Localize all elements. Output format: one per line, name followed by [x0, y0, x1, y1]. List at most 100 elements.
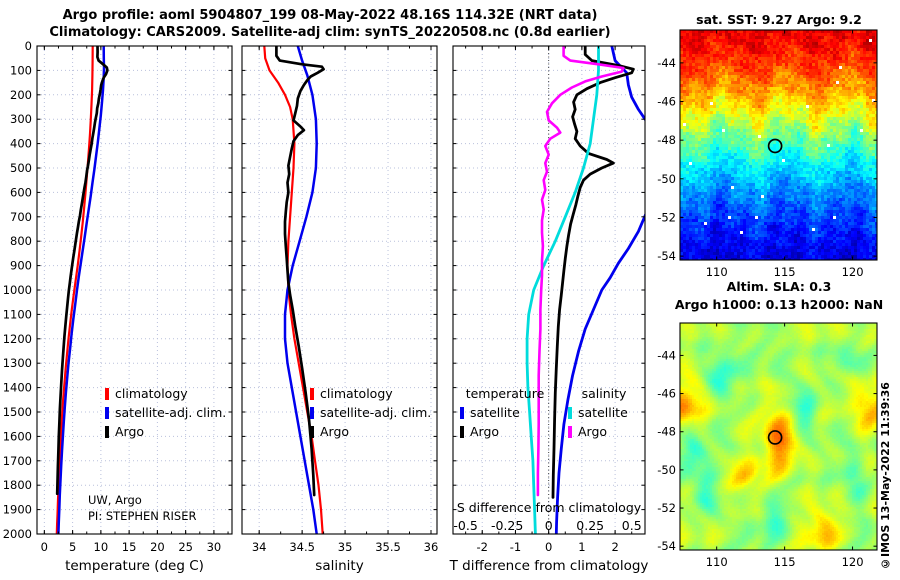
difference-series-satellite-T — [554, 46, 645, 534]
temperature-series-satellite-adj-clim — [57, 46, 106, 534]
difference-tick-labels: -2 -1 0 1 2 — [476, 540, 618, 554]
svg-text:satellite: satellite — [578, 405, 628, 420]
sla-map-axes: 110 115 120 -44 -46 -48 -50 -52 -54 — [657, 322, 878, 569]
difference-ticks — [453, 45, 645, 535]
svg-text:satellite-adj. clim.: satellite-adj. clim. — [320, 405, 431, 420]
svg-text:temperature: temperature — [466, 386, 545, 401]
svg-text:-44: -44 — [657, 348, 676, 362]
svg-text:-50: -50 — [657, 172, 676, 186]
svg-text:Argo: Argo — [320, 424, 349, 439]
temperature-tick-labels: 0 5 10 15 20 25 300100200300400500600700800900… — [3, 39, 222, 554]
svg-text:115: 115 — [774, 265, 796, 279]
svg-text:1300: 1300 — [3, 356, 32, 370]
svg-text:300: 300 — [10, 112, 32, 126]
svg-text:Argo: Argo — [470, 424, 499, 439]
temperature-axis-label: temperature (deg C) — [65, 558, 204, 574]
svg-text:-50: -50 — [657, 463, 676, 477]
difference-series-argo-T — [551, 46, 635, 499]
panel-annotation: UW, Argo — [88, 493, 142, 507]
svg-text:120: 120 — [842, 265, 864, 279]
svg-text:1600: 1600 — [3, 429, 32, 443]
temperature-panel: 0 5 10 15 20 25 300100200300400500600700800900… — [3, 39, 233, 574]
salinity-ticks — [242, 45, 437, 535]
salinity-grid — [242, 45, 437, 535]
svg-text:1800: 1800 — [3, 478, 32, 492]
svg-text:-44: -44 — [657, 56, 676, 70]
s-axis-tick: 0 — [545, 518, 553, 533]
salinity-series-argo — [275, 46, 325, 497]
s-axis-tick: -0.5 — [453, 518, 477, 533]
svg-text:-52: -52 — [657, 210, 676, 224]
svg-text:5: 5 — [69, 540, 76, 554]
svg-text:30: 30 — [207, 540, 222, 554]
panel-annotation: PI: STEPHEN RISER — [88, 509, 197, 523]
sst_map-float-marker — [767, 138, 783, 154]
svg-text:15: 15 — [122, 540, 137, 554]
temperature-grid — [37, 45, 232, 535]
difference-axis-label: T difference from climatology — [449, 558, 649, 574]
difference-legend-salinity: salinity satellite Argo — [568, 386, 628, 439]
temperature-frame — [36, 45, 233, 535]
temperature-ticks — [37, 45, 232, 535]
sst-map-image — [680, 30, 877, 260]
svg-text:-48: -48 — [657, 133, 676, 147]
svg-text:1700: 1700 — [3, 454, 32, 468]
sla-map-subtitle: Argo h1000: 0.13 h2000: NaN — [674, 297, 884, 312]
s-axis-tick: 0.5 — [622, 518, 642, 533]
difference-series-satellite-S — [525, 46, 600, 534]
svg-text:800: 800 — [10, 234, 32, 248]
svg-text:500: 500 — [10, 161, 32, 175]
sla_map-tick-labels: 110 115 120 -44 -46 -48 -50 -52 -54 — [657, 348, 863, 569]
sst_map-frame — [679, 29, 878, 261]
svg-text:satellite: satellite — [470, 405, 520, 420]
sla_map-float-marker — [767, 430, 783, 445]
svg-text:Argo: Argo — [578, 424, 607, 439]
svg-text:400: 400 — [10, 137, 32, 151]
svg-text:200: 200 — [10, 88, 32, 102]
svg-text:0: 0 — [41, 540, 48, 554]
s-axis-tick: -0.25 — [491, 518, 523, 533]
svg-text:35.5: 35.5 — [375, 540, 401, 554]
svg-text:salinity: salinity — [582, 386, 627, 401]
svg-text:-1: -1 — [510, 540, 521, 554]
svg-text:110: 110 — [706, 265, 728, 279]
sla_map-frame — [679, 322, 878, 551]
svg-text:climatology: climatology — [320, 386, 393, 401]
temperature-series-argo — [55, 46, 109, 496]
svg-text:35: 35 — [338, 540, 353, 554]
svg-text:100: 100 — [10, 63, 32, 77]
svg-text:25: 25 — [178, 540, 193, 554]
temperature-series-climatology — [55, 46, 94, 534]
sst-map-title: sat. SST: 9.27 Argo: 9.2 — [696, 12, 862, 27]
svg-text:1200: 1200 — [3, 332, 32, 346]
svg-text:2: 2 — [611, 540, 618, 554]
salinity-tick-labels: 34 34.5 35 35.5 36 — [252, 540, 438, 554]
svg-text:-52: -52 — [657, 501, 676, 515]
svg-text:110: 110 — [706, 555, 728, 569]
temperature-legend: climatology satellite-adj. clim. Argo — [105, 386, 226, 439]
svg-text:1100: 1100 — [3, 307, 32, 321]
svg-text:-54: -54 — [657, 539, 676, 553]
sla-map-title: Altim. SLA: 0.3 — [726, 279, 832, 294]
salinity-panel: 34 34.5 35 35.5 36 salinity climatology satelli… — [241, 45, 438, 574]
s-axis-label: S difference from climatology — [457, 500, 642, 515]
svg-text:1900: 1900 — [3, 503, 32, 517]
svg-text:600: 600 — [10, 185, 32, 199]
difference-panel: -2 -1 0 1 2 T difference from climatology S di… — [449, 45, 649, 574]
svg-text:10: 10 — [94, 540, 109, 554]
svg-text:1500: 1500 — [3, 405, 32, 419]
svg-text:Argo: Argo — [115, 424, 144, 439]
page-subtitle: Climatology: CARS2009. Satellite-adj cli… — [49, 25, 611, 40]
salinity-legend: climatology satellite-adj. clim. Argo — [310, 386, 431, 439]
svg-text:700: 700 — [10, 210, 32, 224]
svg-text:-54: -54 — [657, 249, 676, 263]
difference-legend-temperature: temperature satellite Argo — [460, 386, 545, 439]
sla-map-image — [680, 323, 877, 550]
svg-text:1400: 1400 — [3, 381, 32, 395]
svg-text:34: 34 — [252, 540, 267, 554]
svg-text:1000: 1000 — [3, 283, 32, 297]
sst_map-tick-labels: 110 115 120 -44 -46 -48 -50 -52 -54 — [657, 56, 863, 279]
svg-text:120: 120 — [842, 555, 864, 569]
salinity-axis-label: salinity — [315, 558, 363, 574]
